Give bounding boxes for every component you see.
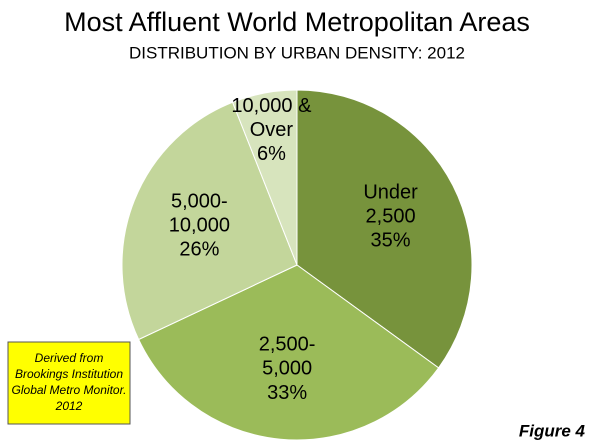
slice-category-label: 2,500-5,000 — [259, 334, 316, 380]
pie-slice — [296, 89, 473, 369]
slice-value-label: 6% — [257, 143, 286, 165]
note: Derived from Brookings Institution Global … — [12, 351, 127, 413]
note-box — [7, 341, 131, 425]
pie-slice — [121, 101, 298, 341]
slice-value-label: 26% — [179, 239, 219, 261]
slice-category-label: Under 2,500 — [363, 182, 418, 228]
slice-category-label: 10,000 & Over — [231, 95, 312, 141]
chart-title: Most Affluent World Metropolitan Areas — [64, 7, 530, 37]
slice-category-label: 5,000-10,000 — [169, 191, 230, 237]
slice-value-label: 35% — [371, 230, 411, 252]
pie-slice — [231, 89, 298, 266]
slice-value-label: 33% — [267, 382, 307, 404]
pie-slice — [137, 264, 440, 441]
chart-subtitle: DISTRIBUTION BY URBAN DENSITY: 2012 — [129, 43, 465, 62]
figure-label: Figure 4 — [519, 421, 586, 440]
